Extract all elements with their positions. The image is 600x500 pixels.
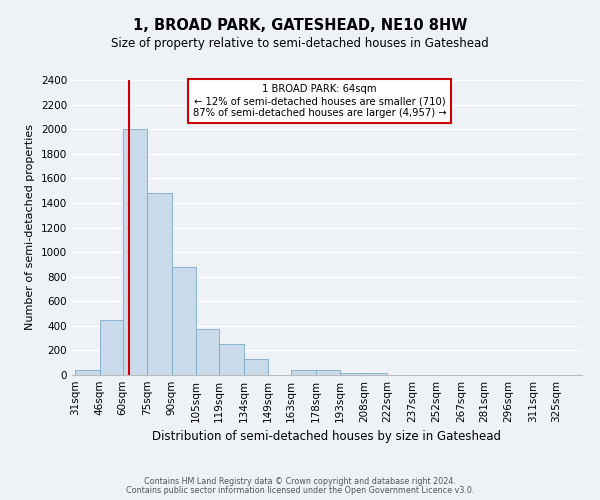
Bar [147,193,172,375]
Text: 1, BROAD PARK, GATESHEAD, NE10 8HW: 1, BROAD PARK, GATESHEAD, NE10 8HW [133,18,467,32]
Bar [340,372,365,375]
Bar [100,320,122,375]
Bar [196,329,219,375]
Bar [365,373,388,375]
Y-axis label: Number of semi-detached properties: Number of semi-detached properties [25,124,35,330]
Bar [172,267,196,375]
Bar [122,129,147,375]
Bar [219,344,244,375]
Text: Size of property relative to semi-detached houses in Gateshead: Size of property relative to semi-detach… [111,38,489,51]
Text: 1 BROAD PARK: 64sqm
← 12% of semi-detached houses are smaller (710)
87% of semi-: 1 BROAD PARK: 64sqm ← 12% of semi-detach… [193,84,446,117]
Bar [291,370,316,375]
X-axis label: Distribution of semi-detached houses by size in Gateshead: Distribution of semi-detached houses by … [152,430,502,444]
Text: Contains HM Land Registry data © Crown copyright and database right 2024.: Contains HM Land Registry data © Crown c… [144,477,456,486]
Bar [316,370,340,375]
Bar [244,359,268,375]
Bar [75,370,100,375]
Text: Contains public sector information licensed under the Open Government Licence v3: Contains public sector information licen… [126,486,474,495]
